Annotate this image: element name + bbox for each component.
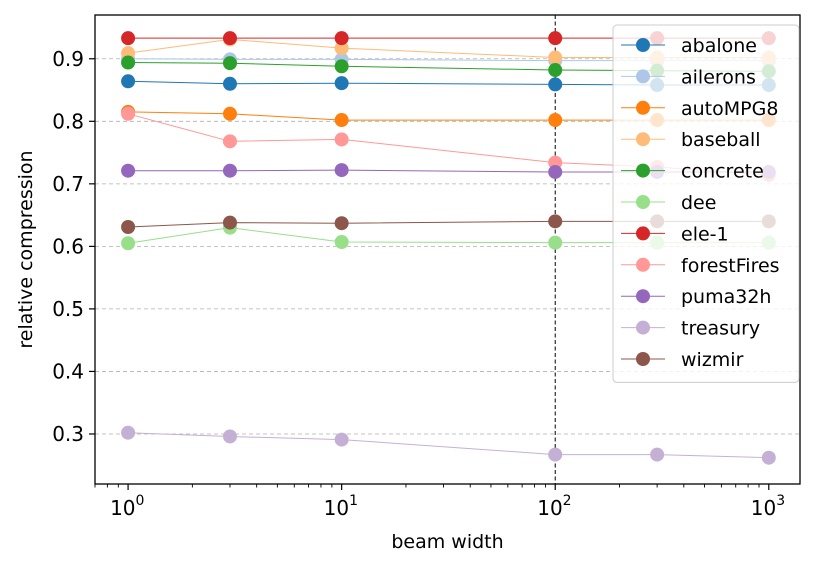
legend-item-abalone: abalone: [621, 35, 757, 57]
data-point: [334, 216, 349, 231]
data-point: [334, 31, 349, 46]
data-point: [222, 215, 237, 230]
data-point: [334, 234, 349, 249]
data-point: [222, 76, 237, 91]
legend-label: treasury: [681, 318, 760, 340]
data-point: [548, 77, 563, 92]
legend-marker: [636, 289, 650, 304]
data-point: [222, 56, 237, 71]
legend-item-baseball: baseball: [621, 129, 761, 151]
legend-marker: [636, 132, 650, 147]
legend-item-puma32h: puma32h: [621, 286, 771, 308]
legend-marker: [636, 352, 650, 366]
x-tick-label: 103: [751, 493, 785, 520]
series-treasury: [121, 425, 776, 465]
legend-label: ele-1: [681, 223, 729, 245]
data-point: [548, 50, 563, 65]
data-point: [334, 76, 349, 91]
legend-box: [612, 24, 800, 383]
legend-item-treasury: treasury: [621, 318, 760, 340]
data-point: [121, 163, 136, 178]
grid-lines: [95, 58, 800, 435]
data-point: [121, 55, 136, 70]
y-tick-label: 0.3: [52, 422, 84, 446]
legend-item-autoMPG8: autoMPG8: [621, 98, 778, 120]
legend-label: baseball: [681, 129, 761, 151]
legend-marker: [636, 257, 650, 272]
legend-marker: [636, 38, 650, 52]
legend-label: dee: [681, 192, 716, 214]
legend-item-wizmir: wizmir: [621, 349, 744, 371]
x-axis-label: beam width: [391, 531, 503, 553]
x-axis: 100 101 102 103: [94, 484, 785, 520]
legend-marker: [636, 226, 650, 241]
legend-label: ailerons: [681, 66, 756, 88]
data-point: [121, 219, 136, 234]
data-point: [121, 31, 136, 46]
legend-label: puma32h: [681, 286, 771, 308]
legend-label: abalone: [681, 35, 757, 57]
data-point: [334, 132, 349, 147]
data-point: [121, 236, 136, 251]
data-point: [548, 164, 563, 179]
x-tick-label: 102: [537, 493, 571, 520]
legend-marker: [636, 100, 650, 115]
legend-label: wizmir: [681, 349, 744, 371]
legend-item-dee: dee: [621, 192, 716, 214]
legend: abalone ailerons autoMPG8 baseball concrete d…: [612, 24, 800, 383]
legend-label: concrete: [681, 161, 764, 183]
data-point: [121, 74, 136, 89]
data-point: [334, 432, 349, 447]
data-point: [121, 425, 136, 440]
data-point: [222, 429, 237, 444]
data-point: [761, 450, 776, 465]
series-line: [128, 432, 769, 459]
x-tick-label: 101: [324, 493, 358, 520]
legend-marker: [636, 163, 650, 178]
data-point: [548, 63, 563, 78]
y-tick-label: 0.5: [52, 297, 84, 321]
data-point: [548, 235, 563, 250]
y-tick-label: 0.9: [52, 47, 84, 71]
legend-item-ele-1: ele-1: [621, 223, 729, 245]
legend-item-concrete: concrete: [621, 161, 764, 183]
y-tick-label: 0.7: [52, 172, 84, 196]
data-point: [548, 214, 563, 229]
data-point: [121, 106, 136, 121]
y-axis-label: relative compression: [15, 150, 37, 348]
legend-marker: [636, 195, 650, 209]
y-axis: 0.3 0.4 0.5 0.6 0.7 0.8 0.9: [52, 47, 95, 446]
legend-item-forestFires: forestFires: [621, 255, 780, 277]
legend-label: forestFires: [681, 255, 780, 277]
legend-marker: [636, 320, 650, 335]
data-point: [548, 113, 563, 128]
y-tick-label: 0.8: [52, 109, 84, 133]
data-point: [334, 41, 349, 56]
data-point: [222, 134, 237, 149]
data-point: [222, 31, 237, 46]
data-point: [334, 59, 349, 74]
x-tick-label: 100: [110, 493, 144, 520]
plot-frame: [94, 14, 801, 485]
legend-marker: [636, 69, 650, 84]
data-point: [334, 113, 349, 128]
data-point: [548, 447, 563, 462]
legend-item-ailerons: ailerons: [621, 66, 756, 88]
legend-label: autoMPG8: [681, 98, 778, 120]
data-point: [650, 447, 665, 462]
y-tick-label: 0.6: [52, 234, 84, 258]
y-tick-label: 0.4: [52, 359, 84, 383]
data-point: [548, 31, 563, 46]
data-point: [222, 106, 237, 121]
data-point: [334, 163, 349, 178]
data-point: [222, 163, 237, 178]
